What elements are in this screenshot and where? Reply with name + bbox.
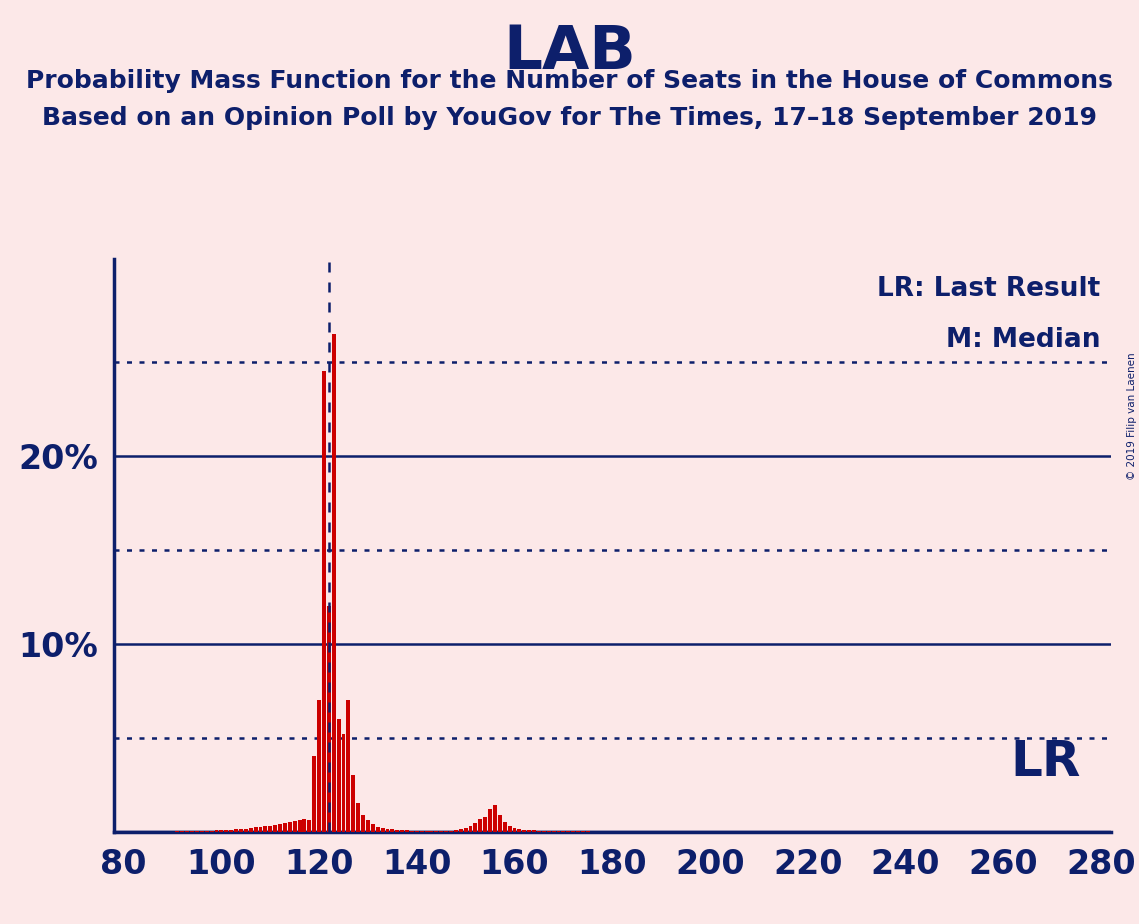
Bar (361, 815, 364, 832)
Bar (405, 831, 409, 832)
Bar (449, 831, 453, 832)
Bar (308, 821, 311, 832)
Text: LR: Last Result: LR: Last Result (877, 276, 1100, 302)
Bar (351, 775, 355, 832)
Bar (483, 817, 487, 832)
Text: LR: LR (1010, 737, 1081, 785)
Bar (376, 827, 379, 832)
Bar (303, 820, 306, 832)
Bar (273, 825, 277, 832)
Bar (288, 822, 292, 832)
Bar (385, 829, 390, 832)
Bar (502, 822, 507, 832)
Text: © 2019 Filip van Laenen: © 2019 Filip van Laenen (1126, 352, 1137, 480)
Bar (312, 757, 317, 832)
Text: LAB: LAB (503, 23, 636, 82)
Bar (536, 831, 541, 832)
Bar (263, 826, 268, 832)
Bar (464, 828, 468, 832)
Bar (478, 820, 482, 832)
Bar (259, 827, 262, 832)
Bar (229, 830, 233, 832)
Bar (337, 719, 341, 832)
Bar (459, 830, 462, 832)
Bar (278, 824, 282, 832)
Bar (532, 831, 536, 832)
Bar (239, 829, 243, 832)
Bar (454, 830, 458, 832)
Bar (282, 823, 287, 832)
Bar (410, 831, 413, 832)
Bar (224, 830, 228, 832)
Bar (327, 606, 330, 832)
Bar (366, 821, 370, 832)
Bar (235, 830, 238, 832)
Bar (317, 700, 321, 832)
Bar (489, 809, 492, 832)
Bar (322, 371, 326, 832)
Text: Based on an Opinion Poll by YouGov for The Times, 17–18 September 2019: Based on an Opinion Poll by YouGov for T… (42, 106, 1097, 130)
Bar (269, 825, 272, 832)
Bar (371, 824, 375, 832)
Text: Probability Mass Function for the Number of Seats in the House of Commons: Probability Mass Function for the Number… (26, 69, 1113, 93)
Bar (297, 821, 302, 832)
Bar (498, 815, 502, 832)
Bar (474, 823, 477, 832)
Bar (493, 806, 497, 832)
Bar (400, 831, 404, 832)
Bar (380, 828, 385, 832)
Bar (517, 829, 522, 832)
Text: M: Median: M: Median (947, 327, 1100, 354)
Bar (244, 829, 248, 832)
Bar (508, 826, 511, 832)
Bar (248, 828, 253, 832)
Bar (357, 804, 360, 832)
Bar (523, 830, 526, 832)
Bar (254, 828, 257, 832)
Bar (210, 831, 214, 832)
Bar (331, 334, 336, 832)
Bar (513, 828, 516, 832)
Bar (395, 830, 399, 832)
Bar (346, 700, 351, 832)
Bar (527, 830, 531, 832)
Bar (342, 734, 345, 832)
Bar (214, 831, 219, 832)
Bar (391, 830, 394, 832)
Bar (468, 826, 473, 832)
Bar (220, 831, 223, 832)
Bar (293, 821, 296, 832)
